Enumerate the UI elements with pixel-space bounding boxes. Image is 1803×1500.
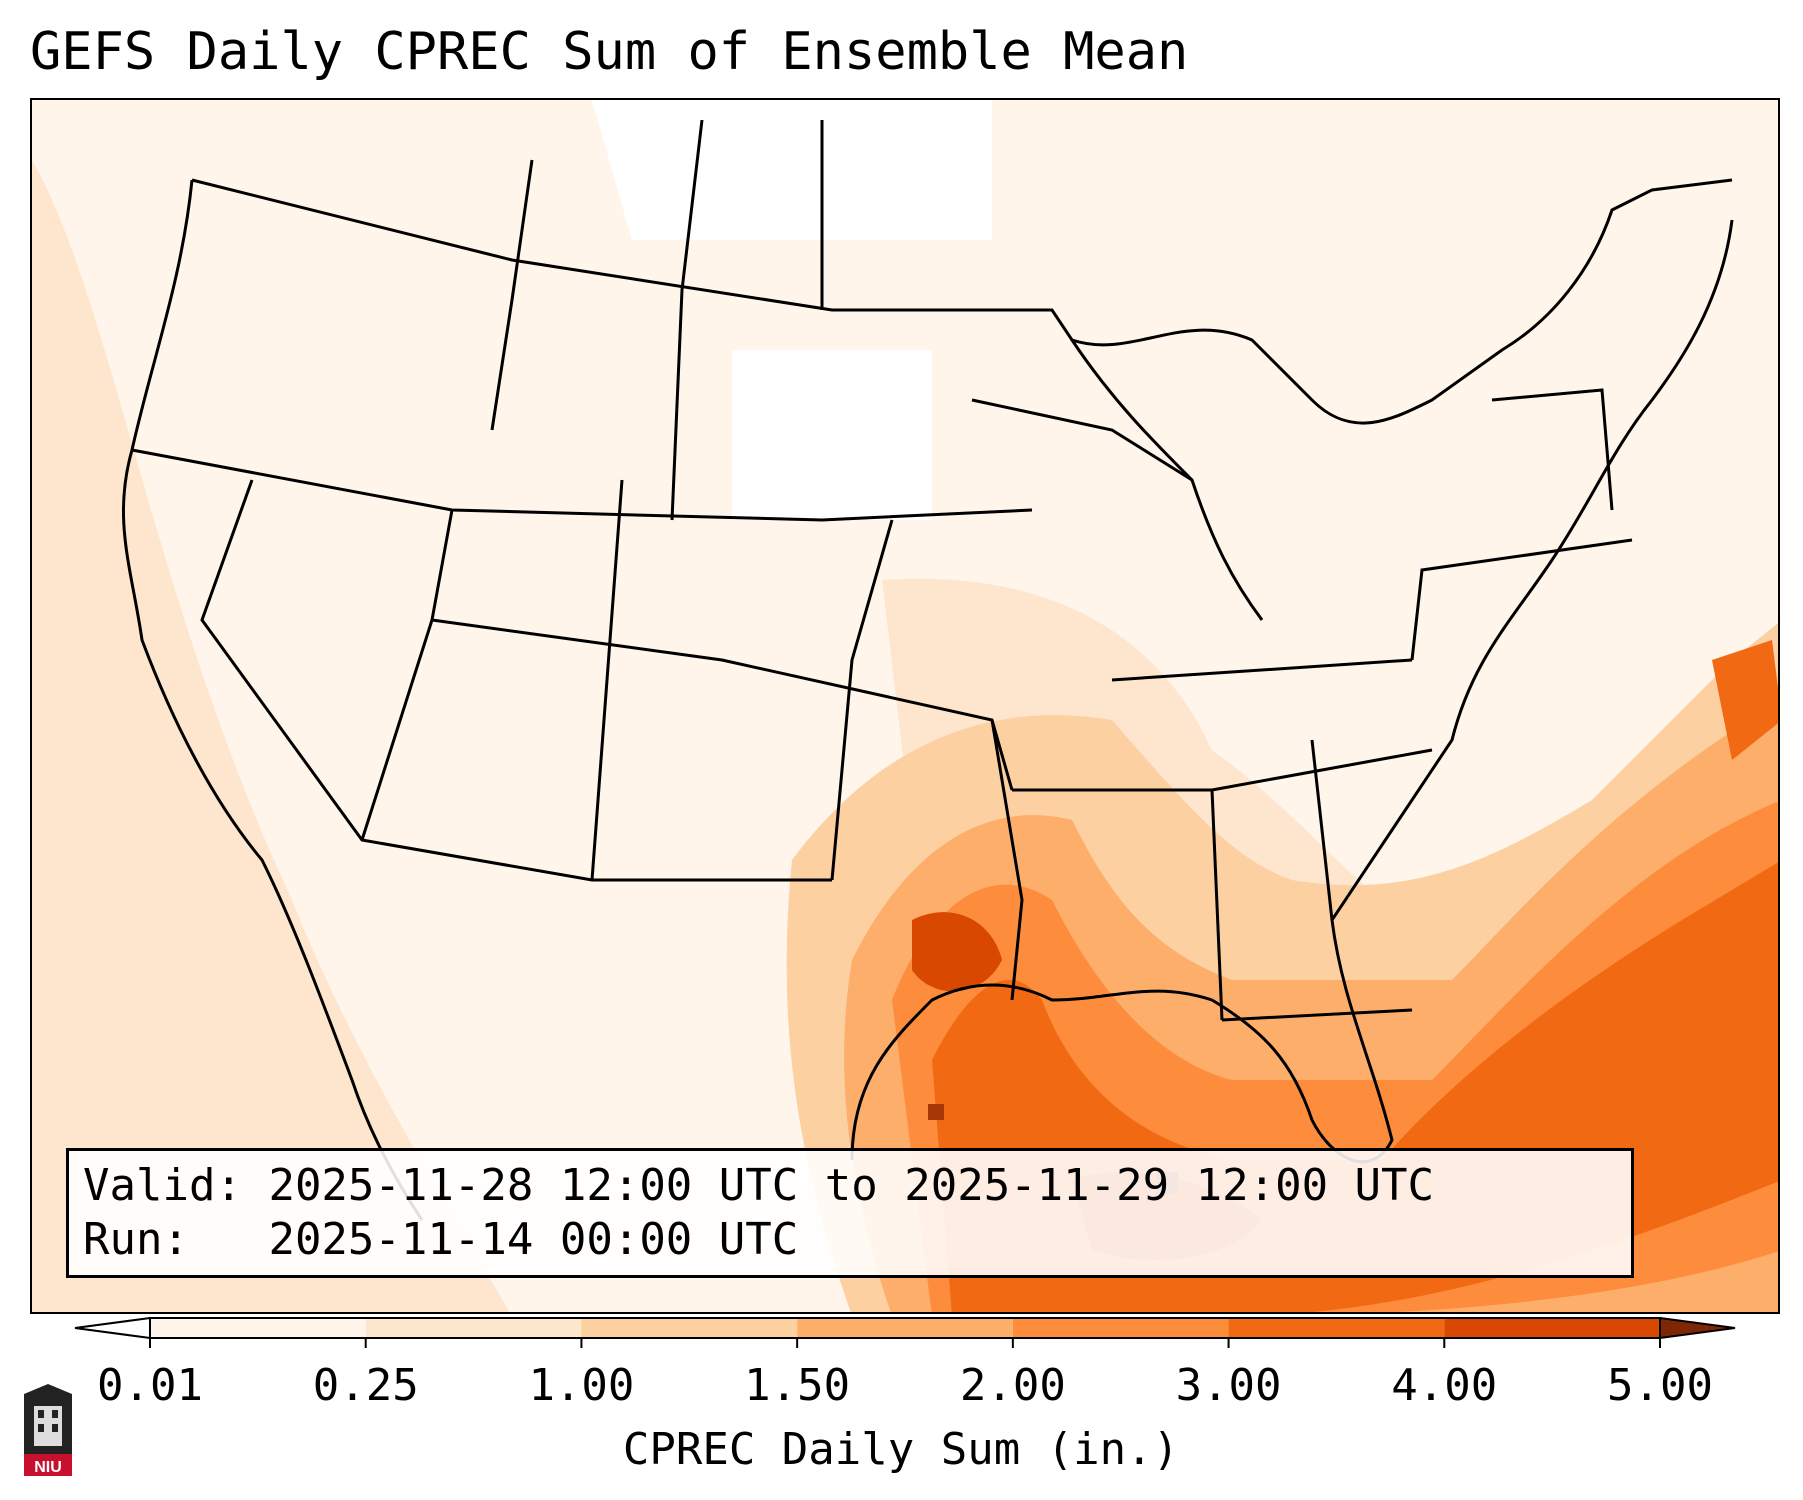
colorbar-cell-3.00 — [1228, 1318, 1445, 1338]
colorbar-cell-0.25 — [365, 1318, 582, 1338]
colorbar-under-arrow — [74, 1316, 151, 1340]
valid-time: 2025-11-28 12:00 UTC to 2025-11-29 12:00… — [268, 1160, 1435, 1211]
niu-logo: NIU — [24, 1384, 72, 1476]
colorbar-tick-label: 3.00 — [1175, 1360, 1282, 1411]
colorbar — [74, 1316, 1736, 1348]
boundaries — [121, 119, 1734, 1221]
valid-run-box: Valid: 2025-11-28 12:00 UTC to 2025-11-2… — [66, 1148, 1634, 1278]
colorbar-tick-label: 4.00 — [1391, 1360, 1498, 1411]
colorbar-tick-label: 1.50 — [744, 1360, 851, 1411]
colorbar-cell-2.00 — [1012, 1318, 1229, 1338]
colorbar-outline — [149, 1317, 1661, 1339]
colorbar-tick-label: 1.00 — [528, 1360, 635, 1411]
colorbar-label: CPREC Daily Sum (in.) — [622, 1424, 1180, 1475]
niu-logo-text: NIU — [34, 1459, 62, 1476]
colorbar-cell-0.01 — [150, 1318, 366, 1338]
precip-shading — [32, 100, 1778, 1312]
colorbar-tick-label: 5.00 — [1607, 1360, 1713, 1411]
colorbar-tick-label: 0.01 — [97, 1360, 203, 1411]
map-title: GEFS Daily CPREC Sum of Ensemble Mean — [30, 22, 1189, 82]
run-label: Run: — [83, 1214, 189, 1265]
valid-label: Valid: — [83, 1160, 242, 1211]
colorbar-tick-label: 0.25 — [312, 1360, 419, 1411]
colorbar-cell-4.00 — [1444, 1318, 1660, 1338]
colorbar-over-arrow — [1659, 1316, 1736, 1340]
colorbar-cell-1.50 — [797, 1318, 1013, 1338]
run-time: 2025-11-14 00:00 UTC — [268, 1214, 799, 1265]
precip-map — [30, 98, 1780, 1314]
colorbar-tick-label: 2.00 — [959, 1360, 1066, 1411]
colorbar-cell-1.00 — [581, 1318, 798, 1338]
